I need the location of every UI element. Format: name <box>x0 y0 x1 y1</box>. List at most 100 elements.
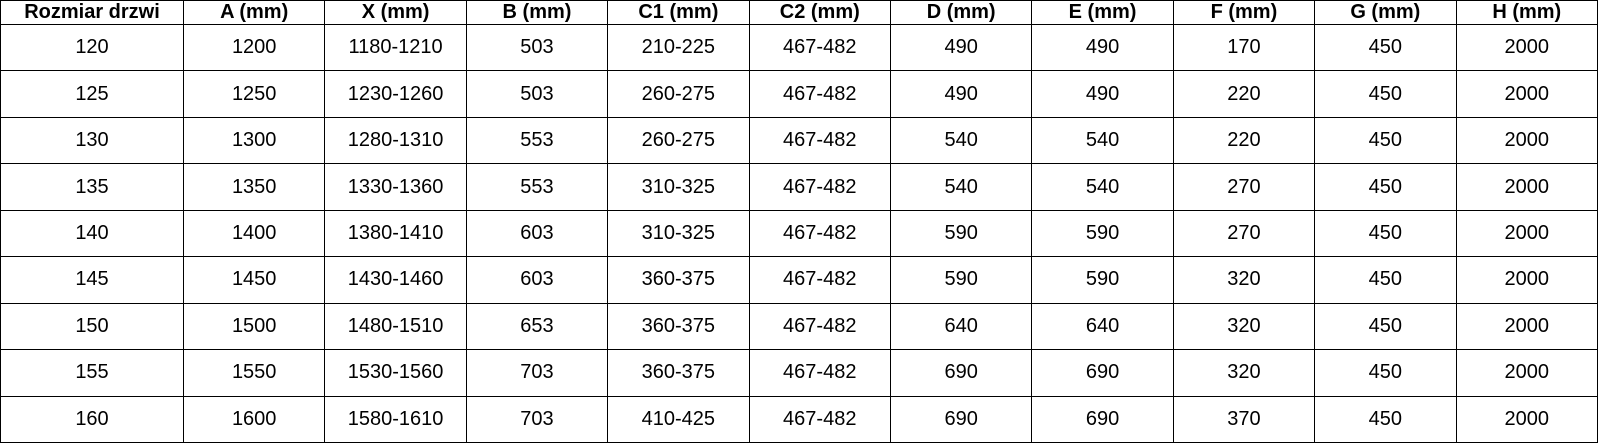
table-cell: 690 <box>1031 349 1174 397</box>
column-header-5: C2 (mm) <box>748 0 891 25</box>
table-cell: 135 <box>0 163 184 211</box>
table-cell: 503 <box>465 70 609 118</box>
table-cell: 370 <box>1172 395 1316 443</box>
table-cell: 450 <box>1314 163 1457 211</box>
table-cell: 270 <box>1172 163 1316 211</box>
table-cell: 450 <box>1314 395 1457 443</box>
table-cell: 260-275 <box>607 70 750 118</box>
table-cell: 220 <box>1172 116 1316 165</box>
table-cell: 653 <box>465 302 609 351</box>
table-cell: 640 <box>1031 302 1174 351</box>
table-cell: 1600 <box>182 395 326 443</box>
table-cell: 1530-1560 <box>324 349 467 397</box>
table-cell: 1300 <box>182 116 326 165</box>
table-cell: 1180-1210 <box>324 23 467 72</box>
table-cell: 1400 <box>182 209 326 258</box>
table-cell: 467-482 <box>748 163 891 211</box>
table-cell: 410-425 <box>607 395 750 443</box>
table-cell: 540 <box>1031 116 1174 165</box>
table-cell: 540 <box>889 163 1033 211</box>
table-row: 120 1200 1180-1210 503 210-225 467-482 490 490 1… <box>0 23 1599 72</box>
table-cell: 320 <box>1172 256 1316 304</box>
table-cell: 210-225 <box>607 23 750 72</box>
table-cell: 590 <box>889 256 1033 304</box>
table-cell: 590 <box>1031 209 1174 258</box>
table-header-row: Rozmiar drzwi A (mm) X (mm) B (mm) C1 (mm) C2… <box>0 0 1599 25</box>
table-cell: 2000 <box>1455 209 1599 258</box>
table-cell: 703 <box>465 395 609 443</box>
table-cell: 1230-1260 <box>324 70 467 118</box>
table-cell: 490 <box>1031 23 1174 72</box>
table-cell: 130 <box>0 116 184 165</box>
table-cell: 703 <box>465 349 609 397</box>
table-cell: 170 <box>1172 23 1316 72</box>
table-cell: 690 <box>1031 395 1174 443</box>
column-header-9: G (mm) <box>1314 0 1457 25</box>
table-cell: 270 <box>1172 209 1316 258</box>
table-cell: 467-482 <box>748 70 891 118</box>
table-cell: 490 <box>1031 70 1174 118</box>
table-cell: 603 <box>465 209 609 258</box>
table-cell: 1350 <box>182 163 326 211</box>
table-cell: 2000 <box>1455 395 1599 443</box>
table-cell: 467-482 <box>748 116 891 165</box>
table-cell: 1550 <box>182 349 326 397</box>
table-cell: 2000 <box>1455 256 1599 304</box>
table-cell: 640 <box>889 302 1033 351</box>
table-cell: 1330-1360 <box>324 163 467 211</box>
column-header-0: Rozmiar drzwi <box>0 0 184 25</box>
table-cell: 1580-1610 <box>324 395 467 443</box>
table-cell: 260-275 <box>607 116 750 165</box>
table-cell: 320 <box>1172 302 1316 351</box>
table-cell: 2000 <box>1455 349 1599 397</box>
table-cell: 450 <box>1314 70 1457 118</box>
table-cell: 467-482 <box>748 349 891 397</box>
table-cell: 1500 <box>182 302 326 351</box>
table-row: 150 1500 1480-1510 653 360-375 467-482 640 640 3… <box>0 302 1599 351</box>
table-cell: 690 <box>889 395 1033 443</box>
table-cell: 467-482 <box>748 302 891 351</box>
table-row: 145 1450 1430-1460 603 360-375 467-482 590 590 3… <box>0 256 1599 304</box>
table-row: 155 1550 1530-1560 703 360-375 467-482 690 690 3… <box>0 349 1599 397</box>
table-cell: 360-375 <box>607 349 750 397</box>
table-row: 160 1600 1580-1610 703 410-425 467-482 690 690 3… <box>0 395 1599 443</box>
column-header-7: E (mm) <box>1031 0 1174 25</box>
table-cell: 220 <box>1172 70 1316 118</box>
table-cell: 450 <box>1314 209 1457 258</box>
table-cell: 2000 <box>1455 163 1599 211</box>
table-cell: 140 <box>0 209 184 258</box>
table-cell: 120 <box>0 23 184 72</box>
table-cell: 540 <box>1031 163 1174 211</box>
table-cell: 467-482 <box>748 23 891 72</box>
table-cell: 467-482 <box>748 395 891 443</box>
table-cell: 2000 <box>1455 116 1599 165</box>
table-cell: 540 <box>889 116 1033 165</box>
column-header-4: C1 (mm) <box>607 0 750 25</box>
table-cell: 467-482 <box>748 209 891 258</box>
table-cell: 1450 <box>182 256 326 304</box>
table-cell: 1200 <box>182 23 326 72</box>
table-cell: 125 <box>0 70 184 118</box>
table-cell: 467-482 <box>748 256 891 304</box>
table-cell: 150 <box>0 302 184 351</box>
column-header-2: X (mm) <box>324 0 467 25</box>
table-cell: 360-375 <box>607 302 750 351</box>
table-cell: 503 <box>465 23 609 72</box>
table-cell: 1480-1510 <box>324 302 467 351</box>
table-cell: 450 <box>1314 302 1457 351</box>
table-cell: 590 <box>889 209 1033 258</box>
table-cell: 490 <box>889 70 1033 118</box>
table-cell: 160 <box>0 395 184 443</box>
table-body: 120 1200 1180-1210 503 210-225 467-482 490 490 1… <box>0 23 1599 443</box>
table-cell: 450 <box>1314 23 1457 72</box>
table-cell: 2000 <box>1455 70 1599 118</box>
table-cell: 690 <box>889 349 1033 397</box>
column-header-10: H (mm) <box>1455 0 1599 25</box>
table-cell: 320 <box>1172 349 1316 397</box>
table-cell: 1430-1460 <box>324 256 467 304</box>
table-cell: 553 <box>465 163 609 211</box>
table-cell: 590 <box>1031 256 1174 304</box>
table-cell: 450 <box>1314 116 1457 165</box>
table-row: 125 1250 1230-1260 503 260-275 467-482 490 490 2… <box>0 70 1599 118</box>
